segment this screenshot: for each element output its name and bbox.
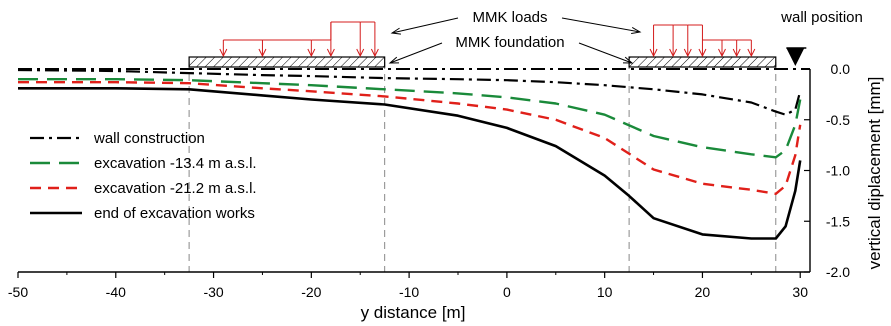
x-tick-label: -30 bbox=[203, 284, 223, 300]
x-tick-label: -20 bbox=[301, 284, 321, 300]
load-arrow-head bbox=[698, 48, 707, 58]
load-arrow-head bbox=[732, 48, 741, 58]
x-tick-label: 20 bbox=[695, 284, 711, 300]
y-tick-label: -1.0 bbox=[826, 163, 850, 179]
legend-label-2: excavation -21.2 m a.s.l. bbox=[94, 180, 257, 197]
series-line-2 bbox=[18, 80, 802, 196]
load-arrow-head bbox=[669, 48, 678, 58]
wall-position-label: wall position bbox=[780, 9, 863, 26]
legend: wall construction excavation -13.4 m a.s.… bbox=[30, 130, 257, 222]
axes: -50 -40 -30 -20 -10 0 10 20 30 0.0 -0.5 -1.0 -1.5 -2.… bbox=[8, 61, 850, 300]
series-line-1 bbox=[18, 77, 802, 159]
arrow-foundation-right-head bbox=[622, 56, 634, 64]
arrow-loads-left-head bbox=[390, 27, 401, 35]
arrow-loads-right bbox=[561, 17, 641, 33]
series-line-0 bbox=[17, 68, 802, 116]
load-arrow-head bbox=[258, 48, 267, 58]
load-arrow-head bbox=[219, 48, 228, 58]
y-tick-label: 0.0 bbox=[831, 61, 851, 77]
x-axis-title: y distance [m] bbox=[361, 303, 466, 322]
load-arrows-1 bbox=[649, 24, 756, 58]
load-arrows-0 bbox=[219, 21, 379, 58]
arrow-loads-left bbox=[391, 17, 459, 34]
load-arrow-head bbox=[649, 48, 658, 58]
load-arrow-head bbox=[307, 48, 316, 58]
legend-label-1: excavation -13.4 m a.s.l. bbox=[94, 155, 257, 172]
x-tick-label: -40 bbox=[106, 284, 126, 300]
load-arrow-head bbox=[326, 48, 335, 58]
x-tick-label: -50 bbox=[8, 284, 28, 300]
legend-label-0: wall construction bbox=[93, 130, 205, 147]
mmk-loads-label: MMK loads bbox=[472, 9, 547, 26]
y-tick-label: -0.5 bbox=[826, 112, 850, 128]
arrow-foundation-left bbox=[389, 42, 443, 64]
arrow-loads-right-head bbox=[631, 27, 642, 35]
wall-marker-icon bbox=[786, 48, 805, 66]
load-arrow-head bbox=[370, 48, 379, 58]
x-tick-label: 30 bbox=[792, 284, 808, 300]
y-axis-title: vertical diplacement [mm] bbox=[865, 77, 884, 270]
load-arrow-head bbox=[356, 48, 365, 58]
reference-lines bbox=[188, 62, 777, 272]
annotations: MMK loads MMK foundation wall position bbox=[188, 9, 863, 68]
y-tick-label: -1.5 bbox=[826, 213, 850, 229]
arrow-foundation-left-head bbox=[388, 56, 400, 64]
load-arrow-head bbox=[747, 48, 756, 58]
foundation-0 bbox=[188, 56, 386, 68]
legend-label-3: end of excavation works bbox=[94, 205, 255, 222]
x-tick-label: -10 bbox=[399, 284, 419, 300]
series-line-3 bbox=[18, 87, 802, 240]
arrow-foundation-right bbox=[578, 42, 633, 64]
foundation-1 bbox=[628, 56, 777, 68]
x-tick-label: 10 bbox=[597, 284, 613, 300]
series-lines bbox=[17, 68, 802, 240]
load-arrow-head bbox=[718, 48, 726, 58]
mmk-foundation-label: MMK foundation bbox=[455, 34, 564, 51]
x-tick-label: 0 bbox=[503, 284, 511, 300]
load-arrow-head bbox=[683, 48, 692, 58]
y-tick-label: -2.0 bbox=[826, 264, 850, 280]
